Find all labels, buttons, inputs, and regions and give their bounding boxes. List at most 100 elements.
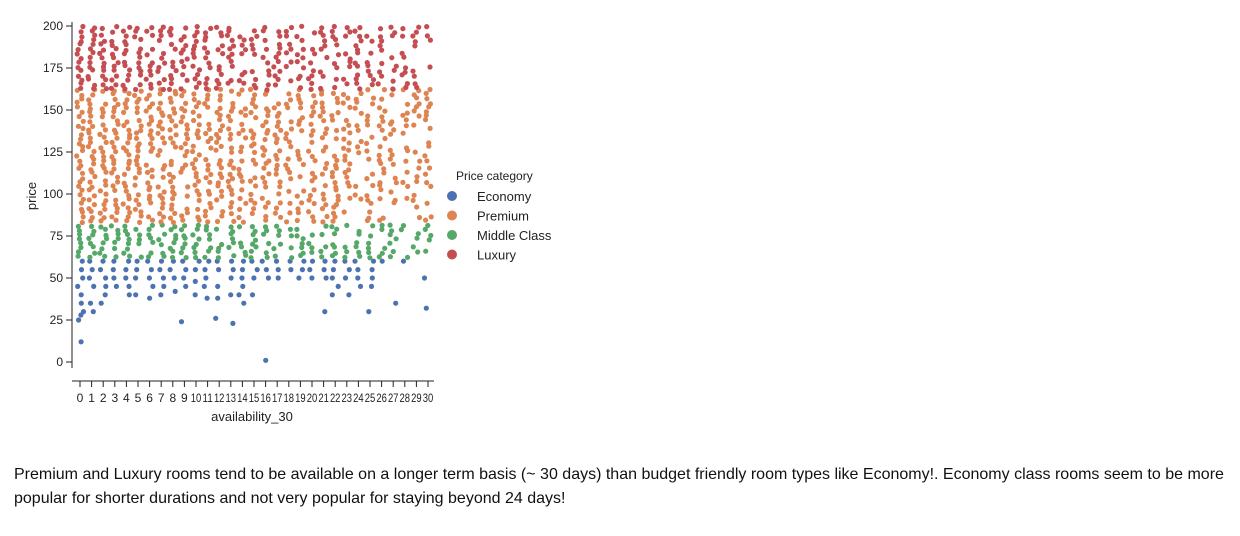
data-point: [251, 82, 257, 88]
data-point: [259, 258, 265, 264]
data-point: [137, 82, 143, 88]
data-point: [183, 267, 189, 273]
data-point: [99, 246, 105, 252]
data-point: [228, 204, 234, 210]
data-point: [190, 232, 196, 238]
data-point: [265, 275, 271, 281]
data-point: [239, 267, 246, 273]
data-point: [423, 305, 429, 311]
data-point: [167, 95, 173, 101]
data-point: [80, 309, 87, 315]
data-point: [276, 29, 282, 35]
data-point: [179, 165, 186, 171]
data-point: [341, 145, 347, 151]
data-point: [214, 197, 220, 203]
data-point: [148, 250, 154, 256]
data-point: [271, 64, 277, 70]
data-point: [160, 200, 166, 206]
data-point: [204, 96, 210, 102]
data-point: [276, 50, 282, 56]
data-point: [369, 171, 376, 177]
data-point: [294, 233, 300, 239]
data-point: [343, 51, 349, 57]
data-point: [381, 166, 387, 172]
data-point: [136, 237, 142, 243]
data-point: [227, 136, 233, 142]
data-point: [230, 267, 236, 273]
data-point: [320, 219, 326, 225]
data-point: [90, 123, 96, 129]
data-point: [357, 25, 363, 31]
data-point: [203, 275, 209, 281]
data-point: [89, 223, 95, 229]
data-point: [340, 91, 347, 98]
data-point: [261, 165, 267, 171]
data-point: [216, 245, 222, 251]
data-point: [284, 219, 290, 225]
data-point: [427, 125, 433, 131]
data-point: [356, 150, 362, 156]
data-point: [263, 250, 269, 256]
data-point: [218, 71, 224, 77]
data-point: [346, 267, 352, 273]
data-point: [382, 135, 388, 142]
data-point: [196, 67, 203, 73]
data-point: [178, 250, 184, 256]
data-point: [370, 77, 377, 83]
data-point: [367, 255, 373, 261]
data-point: [266, 72, 272, 78]
data-point: [248, 248, 254, 254]
data-point: [114, 118, 120, 124]
data-point: [219, 193, 225, 199]
data-point: [405, 183, 411, 189]
data-point: [237, 195, 243, 202]
data-point: [184, 56, 190, 62]
data-point: [205, 219, 211, 225]
data-point: [78, 267, 85, 273]
data-point: [149, 25, 155, 31]
data-point: [192, 182, 198, 188]
data-point: [110, 267, 116, 273]
data-point: [262, 179, 268, 185]
data-point: [323, 202, 329, 208]
data-point: [229, 51, 235, 57]
data-point: [342, 244, 348, 250]
data-point: [133, 86, 139, 93]
data-point: [392, 30, 398, 36]
data-point: [147, 132, 153, 138]
data-point: [136, 96, 142, 102]
data-point: [124, 97, 130, 103]
data-point: [320, 148, 326, 154]
data-point: [158, 258, 165, 264]
data-point: [217, 127, 223, 133]
data-point: [179, 213, 185, 219]
data-point: [123, 33, 129, 39]
data-point: [249, 42, 255, 48]
data-point: [345, 180, 351, 186]
data-point: [127, 132, 133, 138]
data-point: [377, 26, 384, 32]
data-point: [145, 180, 151, 186]
data-point: [389, 152, 395, 158]
data-point: [158, 32, 164, 39]
x-tick-label: 18: [284, 391, 295, 405]
data-point: [239, 178, 245, 184]
data-point: [231, 253, 237, 259]
data-point: [122, 228, 128, 234]
data-point: [424, 96, 430, 102]
data-point: [249, 100, 255, 106]
y-axis-label: price: [24, 182, 39, 210]
data-point: [346, 122, 352, 128]
data-point: [89, 184, 95, 190]
data-point: [178, 145, 184, 151]
data-point: [340, 100, 346, 106]
data-point: [78, 132, 84, 138]
data-point: [123, 275, 129, 281]
data-point: [259, 195, 265, 201]
data-point: [319, 100, 325, 106]
data-point: [310, 104, 316, 110]
x-tick-label: 17: [272, 391, 283, 405]
data-point: [249, 224, 255, 230]
data-point: [191, 165, 197, 171]
data-point: [320, 73, 326, 79]
